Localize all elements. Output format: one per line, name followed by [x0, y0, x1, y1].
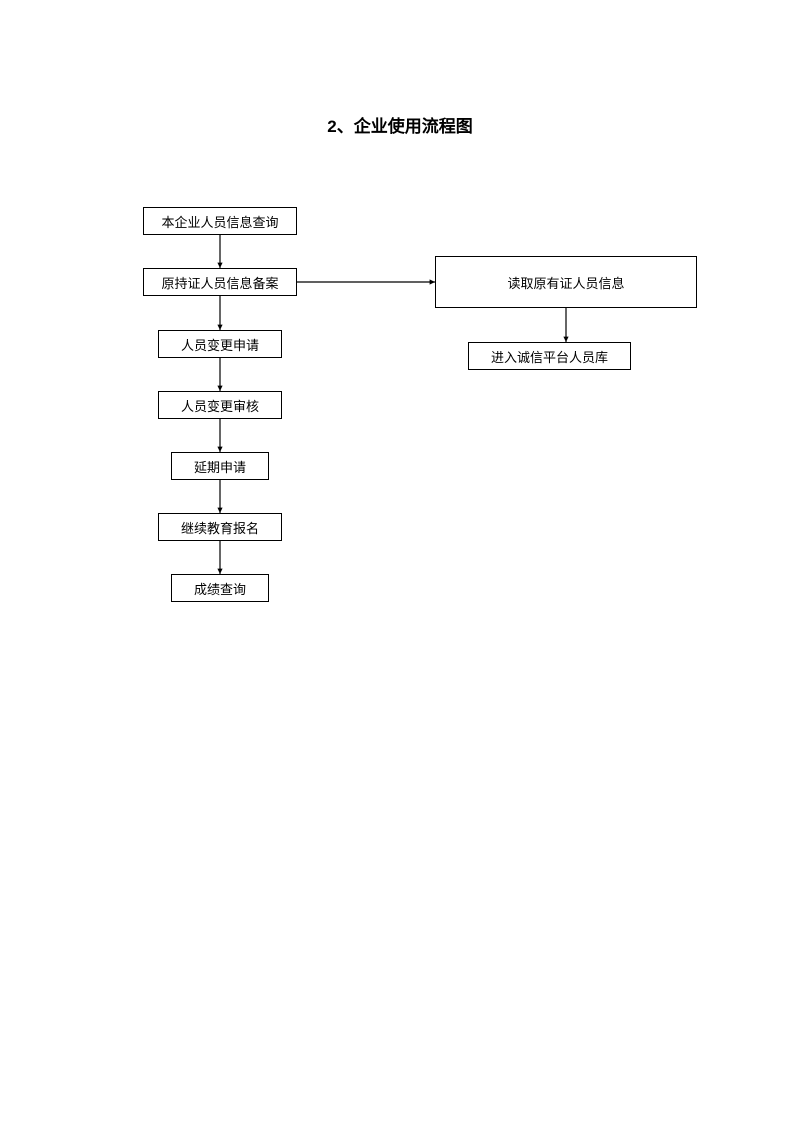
- flowchart-node-label: 人员变更审核: [181, 396, 259, 415]
- flowchart-edge: [214, 229, 227, 274]
- flowchart-node-label: 进入诚信平台人员库: [491, 347, 608, 366]
- flowchart-edge: [214, 535, 227, 580]
- flowchart-node-label: 成绩查询: [194, 579, 246, 598]
- flowchart-node-label: 人员变更申请: [181, 335, 259, 354]
- flowchart-edge: [214, 290, 227, 336]
- flowchart-edge: [560, 302, 573, 348]
- page-title: 2、企业使用流程图: [0, 112, 800, 137]
- flowchart-node-n9: 进入诚信平台人员库: [468, 342, 631, 370]
- flowchart-node-label: 原持证人员信息备案: [161, 273, 278, 292]
- flowchart-node-label: 延期申请: [194, 457, 246, 476]
- flowchart-edge: [214, 474, 227, 519]
- flowchart-node-label: 本企业人员信息查询: [161, 212, 278, 231]
- flowchart-edge: [214, 413, 227, 458]
- flowchart-node-label: 继续教育报名: [181, 518, 259, 537]
- flowchart-edge: [291, 276, 441, 289]
- flowchart-edge: [214, 352, 227, 397]
- flowchart-node-n8: 读取原有证人员信息: [435, 256, 697, 308]
- flowchart-node-label: 读取原有证人员信息: [507, 273, 624, 292]
